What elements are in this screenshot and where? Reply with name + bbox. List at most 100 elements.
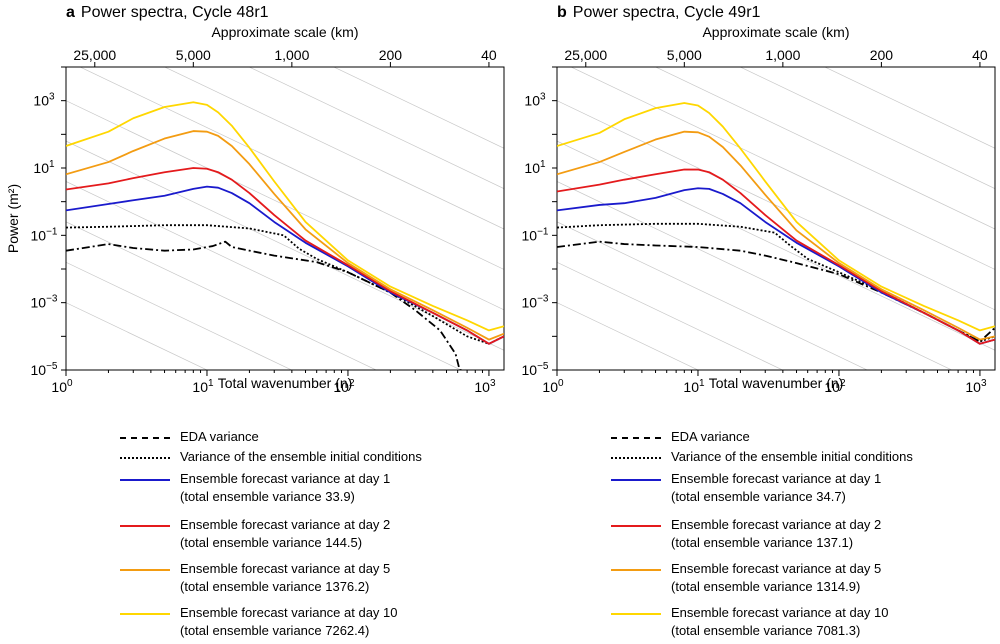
legend-swatch xyxy=(611,457,661,459)
x-tick-label: 100 xyxy=(51,378,73,395)
legend-swatch xyxy=(120,479,170,481)
series-line-4 xyxy=(557,130,995,341)
legend-label: EDA variance xyxy=(180,428,259,446)
legend-panel-b: EDA variance Variance of the ensemble ini… xyxy=(611,428,1000,638)
reference-line xyxy=(557,140,995,351)
legend-label-line: Ensemble forecast variance at day 10 xyxy=(671,605,889,620)
reference-lines xyxy=(557,67,995,370)
x-tick-label: 101 xyxy=(683,378,705,395)
legend-label: Ensemble forecast variance at day 2 (tota… xyxy=(180,516,390,552)
y-tick-label: 10−3 xyxy=(31,294,58,311)
reference-line xyxy=(163,67,504,230)
panel-label: a xyxy=(66,4,75,21)
y-tick-label: 10−5 xyxy=(31,361,58,378)
legend-label-line: Ensemble forecast variance at day 1 xyxy=(180,471,391,486)
reference-line xyxy=(824,67,995,149)
legend-label-line: Ensemble forecast variance at day 2 xyxy=(180,517,391,532)
x-tick-label: 103 xyxy=(965,378,987,395)
legend-label: EDA variance xyxy=(671,428,750,446)
reference-line xyxy=(557,261,784,370)
legend-sublabel: (total ensemble variance 7262.4) xyxy=(180,623,370,638)
reference-line xyxy=(66,261,293,370)
legend-swatch xyxy=(120,525,170,527)
legend-item: Ensemble forecast variance at day 5 (tota… xyxy=(611,560,1000,600)
reference-line xyxy=(557,100,995,311)
legend-label: Ensemble forecast variance at day 2 (tota… xyxy=(671,516,881,552)
y-tick-label: 10−5 xyxy=(522,361,549,378)
panel-label: b xyxy=(557,4,567,21)
reference-line xyxy=(557,221,868,370)
legend-swatch xyxy=(611,479,661,481)
top-tick-label: 40 xyxy=(972,47,988,63)
top-axis-label: Approximate scale (km) xyxy=(211,24,358,40)
series-line-4 xyxy=(66,130,504,341)
y-tick-label: 10−3 xyxy=(522,294,549,311)
reference-line xyxy=(739,67,995,189)
legend-label-line: Ensemble forecast variance at day 5 xyxy=(180,561,391,576)
x-tick-label: 102 xyxy=(824,378,846,395)
panel-title: b Power spectra, Cycle 49r1 xyxy=(557,4,761,21)
legend-label-line: Ensemble forecast variance at day 1 xyxy=(671,471,882,486)
legend-swatch xyxy=(611,437,661,439)
top-tick-label: 1,000 xyxy=(765,47,800,63)
reference-line xyxy=(79,67,504,270)
plot-frame xyxy=(65,66,505,371)
top-tick-label: 5,000 xyxy=(176,47,211,63)
legend-swatch xyxy=(611,613,661,615)
legend-label-line: EDA variance xyxy=(180,429,259,444)
legend-label-line: Variance of the ensemble initial conditi… xyxy=(180,449,422,464)
legend-label: Ensemble forecast variance at day 1 (tota… xyxy=(671,470,881,506)
legend-sublabel: (total ensemble variance 144.5) xyxy=(180,535,363,550)
panel-b: b Power spectra, Cycle 49r1 Approximate sc… xyxy=(522,4,996,395)
reference-line xyxy=(66,181,462,370)
y-tick-label: 10−1 xyxy=(31,226,58,243)
legend-label: Ensemble forecast variance at day 1 (tota… xyxy=(180,470,390,506)
top-tick-label: 200 xyxy=(870,47,894,63)
legend-label-line: Ensemble forecast variance at day 10 xyxy=(180,605,398,620)
x-tick-label: 101 xyxy=(192,378,214,395)
series-line-2 xyxy=(557,187,995,345)
x-tick-label: 103 xyxy=(474,378,496,395)
top-tick-label: 25,000 xyxy=(73,47,116,63)
panel-title: a Power spectra, Cycle 48r1 xyxy=(66,4,269,21)
reference-line xyxy=(557,302,699,370)
panel-title-text: Power spectra, Cycle 48r1 xyxy=(81,4,269,21)
top-axis-label: Approximate scale (km) xyxy=(702,24,849,40)
y-tick-label: 103 xyxy=(33,92,55,109)
legend-panel-a: EDA variance Variance of the ensemble ini… xyxy=(120,428,540,638)
reference-line xyxy=(557,181,953,370)
legend-sublabel: (total ensemble variance 1376.2) xyxy=(180,579,370,594)
legend-item: Ensemble forecast variance at day 1 (tota… xyxy=(611,470,1000,510)
legend-item: Ensemble forecast variance at day 2 (tota… xyxy=(120,516,540,556)
reference-line xyxy=(333,67,504,149)
legend-item: Variance of the ensemble initial conditi… xyxy=(120,448,540,488)
series-line-1 xyxy=(557,222,995,343)
legend-item: Ensemble forecast variance at day 10 (tot… xyxy=(611,604,1000,644)
legend-label: Ensemble forecast variance at day 10 (tot… xyxy=(180,604,398,640)
legend-item: Ensemble forecast variance at day 10 (tot… xyxy=(120,604,540,644)
legend-swatch xyxy=(120,613,170,615)
legend-swatch xyxy=(120,569,170,571)
series-line-3 xyxy=(66,167,504,345)
legend-sublabel: (total ensemble variance 1314.9) xyxy=(671,579,861,594)
y-tick-label: 101 xyxy=(524,159,546,176)
legend-label: Ensemble forecast variance at day 5 (tota… xyxy=(671,560,881,596)
top-tick-label: 200 xyxy=(379,47,403,63)
series-line-2 xyxy=(66,185,504,345)
legend-sublabel: (total ensemble variance 7081.3) xyxy=(671,623,861,638)
series-group xyxy=(66,101,504,370)
legend-label: Variance of the ensemble initial conditi… xyxy=(671,448,913,466)
legend-label-line: Ensemble forecast variance at day 5 xyxy=(671,561,882,576)
legend-label-line: Ensemble forecast variance at day 2 xyxy=(671,517,882,532)
legend-label: Variance of the ensemble initial conditi… xyxy=(180,448,422,466)
legend-label: Ensemble forecast variance at day 10 (tot… xyxy=(671,604,889,640)
legend-swatch xyxy=(611,569,661,571)
legend-swatch xyxy=(120,457,170,459)
legend-sublabel: (total ensemble variance 33.9) xyxy=(180,489,355,504)
legend-sublabel: (total ensemble variance 34.7) xyxy=(671,489,846,504)
legend-label-line: EDA variance xyxy=(671,429,750,444)
top-tick-label: 1,000 xyxy=(274,47,309,63)
x-axis-label: Total wavenumber (n) xyxy=(218,375,353,391)
reference-line xyxy=(66,302,208,370)
legend-label-line: Variance of the ensemble initial conditi… xyxy=(671,449,913,464)
